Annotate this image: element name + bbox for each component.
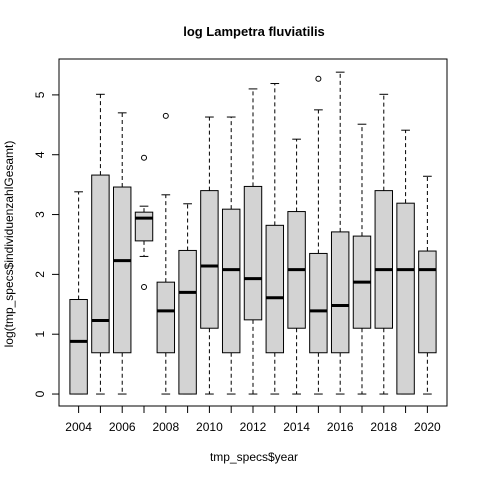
x-tick-label: 2010	[196, 420, 223, 434]
box-2011	[221, 116, 241, 395]
box-2007	[134, 154, 154, 290]
box-body	[309, 252, 328, 354]
y-tick-label: 5	[33, 91, 47, 98]
box-body	[178, 249, 197, 395]
y-axis: 0 1 2 3 4 5	[33, 91, 60, 397]
box-body	[156, 281, 176, 354]
y-tick-label: 3	[33, 211, 47, 218]
outlier-point	[315, 75, 322, 82]
outlier-point	[162, 112, 169, 119]
x-tick-label: 2018	[370, 420, 397, 434]
box-2012	[243, 88, 263, 395]
box-2015	[309, 75, 328, 395]
box-2019	[396, 129, 415, 395]
box-2020	[418, 175, 437, 395]
x-tick-label: 2014	[283, 420, 310, 434]
y-tick-label: 2	[33, 271, 47, 278]
outlier-point	[141, 154, 148, 161]
box-body	[112, 186, 132, 354]
box-body	[91, 174, 110, 354]
y-tick-label: 0	[33, 390, 47, 397]
x-tick-label: 2020	[414, 420, 441, 434]
chart-title: log Lampetra fluviatilis	[183, 24, 325, 39]
x-axis-label: tmp_specs$year	[210, 450, 298, 464]
box-body	[418, 250, 437, 354]
y-tick-label: 1	[33, 331, 47, 338]
box-body	[69, 299, 88, 395]
outlier-point	[141, 283, 148, 290]
x-tick-label: 2012	[240, 420, 267, 434]
box-body	[396, 202, 415, 395]
x-axis: 2004 2006 2008 2010 2012 2014 2016 2018 2020	[65, 405, 441, 434]
box-2010	[200, 116, 219, 395]
box-body	[374, 190, 394, 329]
box-body	[134, 211, 154, 242]
x-tick-label: 2006	[109, 420, 136, 434]
x-tick-label: 2008	[152, 420, 179, 434]
box-2004	[69, 191, 88, 395]
box-2008	[156, 112, 176, 395]
box-2016	[330, 71, 350, 395]
box-2005	[91, 93, 110, 395]
y-tick-label: 4	[33, 151, 47, 158]
box-2018	[374, 93, 394, 395]
box-marks	[69, 71, 437, 395]
y-axis-label: log(tmp_specs$individuenzahlGesamt)	[2, 141, 16, 348]
box-body	[265, 224, 285, 354]
box-2014	[287, 138, 306, 395]
box-body	[221, 208, 241, 354]
x-tick-label: 2004	[65, 420, 92, 434]
box-2009	[178, 203, 197, 395]
box-2013	[265, 83, 285, 395]
box-2006	[112, 112, 132, 395]
box-body	[243, 185, 263, 321]
box-body	[200, 190, 219, 329]
box-2017	[352, 123, 372, 395]
box-body	[330, 231, 350, 354]
x-tick-label: 2016	[327, 420, 354, 434]
